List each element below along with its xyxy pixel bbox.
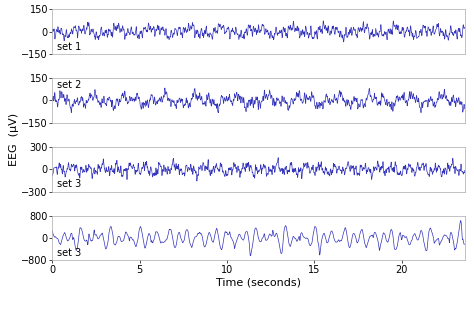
Text: EEG  (μV): EEG (μV) (9, 113, 19, 166)
Text: set 3: set 3 (57, 248, 82, 258)
Text: set 2: set 2 (57, 80, 82, 91)
Text: set 3: set 3 (57, 179, 82, 189)
X-axis label: Time (seconds): Time (seconds) (216, 277, 301, 287)
Text: set 1: set 1 (57, 42, 82, 51)
